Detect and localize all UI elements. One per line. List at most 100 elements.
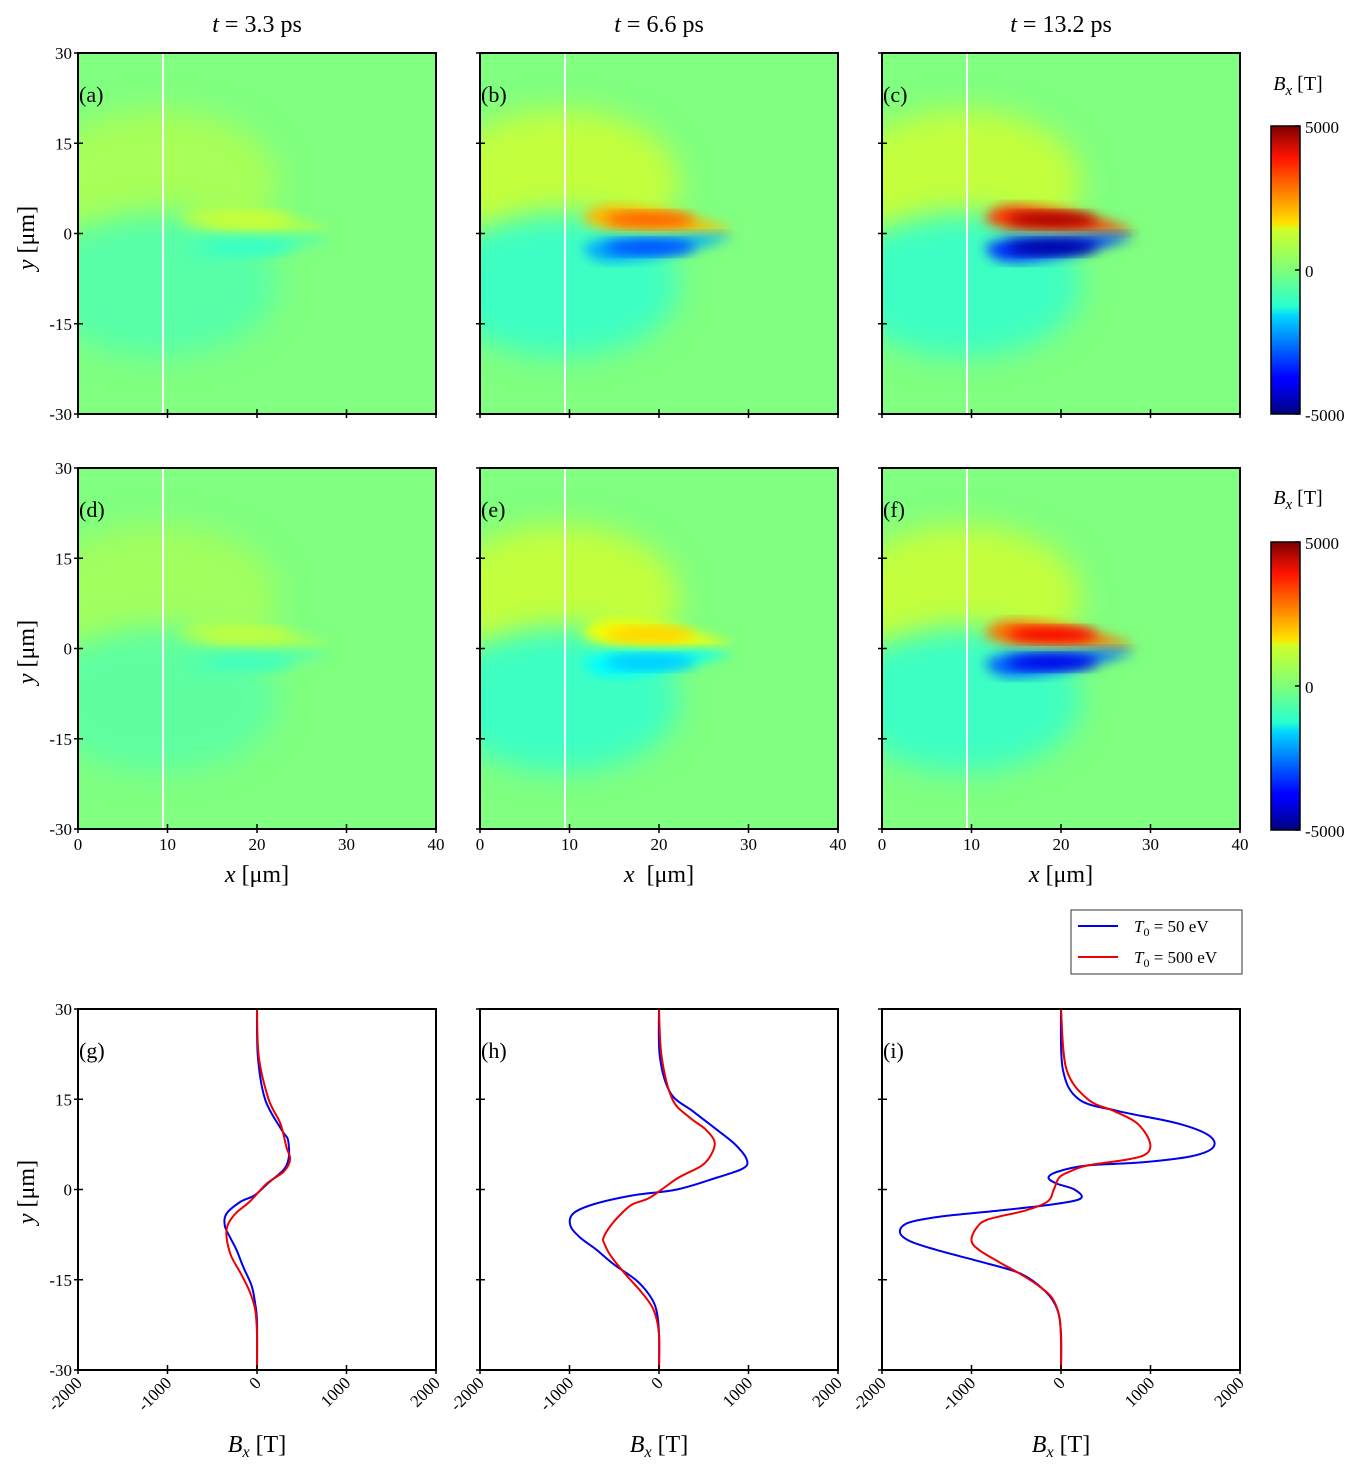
- colorbar-bottom: Bx [T] 5000 0 -5000: [1270, 487, 1345, 841]
- field-core-negative: [203, 239, 293, 256]
- bx-tick-label: 2000: [406, 1373, 443, 1410]
- heatmap-field: [882, 110, 1133, 357]
- x-tick-label: 40: [1232, 835, 1249, 854]
- y-axis-title-row3: y [μm]: [14, 1160, 40, 1226]
- x-tick-label: 20: [651, 835, 668, 854]
- panel-e: (e) 0 10 20 30 40: [476, 467, 847, 854]
- x-axis-title-col1: x [μm]: [224, 862, 289, 888]
- x-tick-label: 40: [428, 835, 445, 854]
- panels-layer: (a) -30 -15 0 15 30 (b) (c) (d) -30 -15 0 15 30 0 10 20 3…: [44, 44, 1249, 1415]
- lineplot-series: [898, 1009, 1216, 1370]
- y-tick-label: 0: [64, 1181, 73, 1200]
- field-core-negative: [203, 654, 293, 671]
- field-core-negative: [605, 239, 695, 256]
- panel-label: (c): [883, 82, 907, 107]
- panel-label: (e): [481, 497, 505, 522]
- y-tick-label: -15: [49, 315, 72, 334]
- bx-tick-label: 2000: [1210, 1373, 1247, 1410]
- panel-label: (b): [481, 82, 507, 107]
- panel-label: (d): [79, 497, 105, 522]
- panel-d: (d) -30 -15 0 15 30 0 10 20 30 40: [49, 459, 445, 854]
- series-line-50ev: [898, 1009, 1216, 1370]
- legend-label-500ev: T0 = 500 eV: [1134, 948, 1218, 970]
- y-tick-label: 0: [64, 640, 73, 659]
- y-tick-label: 30: [55, 44, 72, 63]
- y-tick-label: -30: [49, 405, 72, 424]
- heatmap-field: [480, 110, 731, 357]
- colorbar-max-label: 5000: [1305, 534, 1339, 553]
- x-axis-title-col2: x [μm]: [623, 862, 694, 888]
- field-core-negative: [605, 654, 695, 671]
- panel-h: (h) -2000 -1000 0 1000 2000: [446, 1008, 846, 1415]
- colorbar-mid-label: 0: [1305, 678, 1314, 697]
- plot-background: [480, 1009, 838, 1370]
- bx-tick-label: -1000: [536, 1373, 577, 1414]
- lineplot-series: [568, 1009, 749, 1370]
- colorbar-min-label: -5000: [1305, 406, 1345, 425]
- colorbar-mid-label: 0: [1305, 262, 1314, 281]
- y-tick-label: -30: [49, 1361, 72, 1380]
- y-tick-label: 30: [55, 1000, 72, 1019]
- panel-b: (b): [476, 52, 839, 418]
- colorbar-max-label: 5000: [1305, 118, 1339, 137]
- bx-tick-label: 1000: [317, 1373, 354, 1410]
- panel-f: (f) 0 10 20 30 40: [878, 467, 1249, 854]
- lineplot-series: [223, 1009, 292, 1370]
- bx-tick-label: 0: [245, 1373, 264, 1392]
- panel-c: (c): [878, 52, 1241, 418]
- x-tick-label: 20: [249, 835, 266, 854]
- column-title-1: t = 3.3 ps: [212, 12, 302, 38]
- heatmap-field: [882, 525, 1133, 772]
- panel-label: (i): [883, 1038, 904, 1063]
- bx-tick-label: -1000: [938, 1373, 979, 1414]
- series-line-500ev: [970, 1009, 1152, 1370]
- panel-label: (f): [883, 497, 905, 522]
- heatmap-field: [78, 525, 329, 772]
- series-line-500ev: [225, 1009, 292, 1370]
- x-tick-label: 0: [878, 835, 887, 854]
- x-axis-title-col3: x [μm]: [1028, 862, 1093, 888]
- bx-tick-label: -2000: [446, 1373, 487, 1414]
- field-core-positive: [203, 626, 293, 643]
- column-title-3: t = 13.2 ps: [1010, 12, 1112, 38]
- legend-label-50ev: T0 = 50 eV: [1134, 917, 1209, 939]
- bx-tick-label: 1000: [719, 1373, 756, 1410]
- y-tick-label: -15: [49, 730, 72, 749]
- y-tick-label: 30: [55, 459, 72, 478]
- y-tick-label: 15: [55, 134, 72, 153]
- x-tick-label: 10: [561, 835, 578, 854]
- y-axis-title-row1: y [μm]: [14, 206, 40, 272]
- x-tick-label: 0: [476, 835, 485, 854]
- heatmap-field: [480, 525, 731, 772]
- colorbar-title: Bx [T]: [1273, 73, 1322, 99]
- y-tick-label: 15: [55, 1090, 72, 1109]
- bx-axis-title-col3: Bx [T]: [1032, 1432, 1090, 1461]
- x-tick-label: 30: [338, 835, 355, 854]
- colorbar-min-label: -5000: [1305, 822, 1345, 841]
- column-title-2: t = 6.6 ps: [614, 12, 704, 38]
- heatmap-field: [78, 110, 329, 357]
- x-tick-label: 0: [74, 835, 83, 854]
- x-tick-label: 10: [159, 835, 176, 854]
- x-tick-label: 30: [740, 835, 757, 854]
- x-tick-label: 20: [1053, 835, 1070, 854]
- field-core-positive: [605, 626, 695, 643]
- field-core-negative: [1007, 239, 1097, 256]
- panel-label: (h): [481, 1038, 507, 1063]
- legend: T0 = 50 eV T0 = 500 eV: [1070, 909, 1243, 975]
- field-core-positive: [605, 211, 695, 228]
- y-tick-label: 0: [64, 225, 73, 244]
- y-axis-title-row2: y [μm]: [14, 620, 40, 686]
- x-tick-label: 10: [963, 835, 980, 854]
- colorbar-top: Bx [T] 5000 0 -5000: [1270, 73, 1345, 425]
- bx-axis-title-col1: Bx [T]: [228, 1432, 286, 1461]
- y-tick-label: -15: [49, 1271, 72, 1290]
- bx-tick-label: -2000: [848, 1373, 889, 1414]
- field-core-negative: [1007, 654, 1097, 671]
- y-tick-label: -30: [49, 820, 72, 839]
- series-line-50ev: [568, 1009, 749, 1370]
- panel-label: (a): [79, 82, 103, 107]
- panel-a: (a) -30 -15 0 15 30: [49, 44, 437, 424]
